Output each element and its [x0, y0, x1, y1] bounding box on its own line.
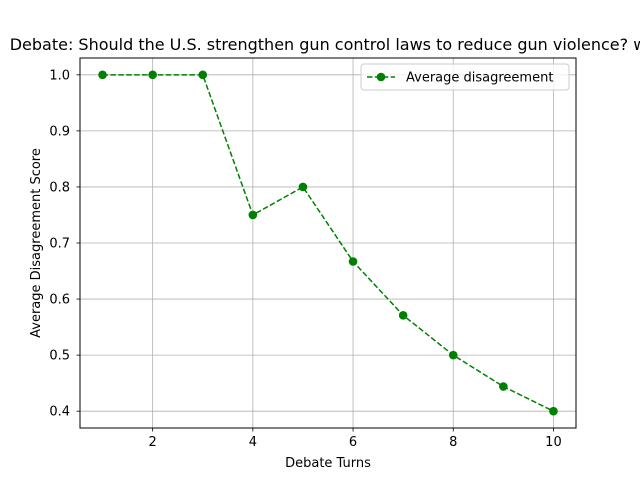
plot-frame	[79, 57, 577, 429]
legend-box	[360, 63, 570, 91]
legend: Average disagreement	[360, 63, 570, 91]
y-tick-label: 0.4	[49, 405, 70, 420]
series-group	[98, 70, 558, 416]
legend-label: Average disagreement	[406, 71, 553, 86]
data-point	[549, 406, 558, 416]
y-tick-label: 0.5	[49, 349, 70, 364]
x-tick-label: 2	[149, 435, 157, 450]
series-line	[102, 74, 554, 412]
data-point	[348, 257, 358, 266]
chart-title: Debate: Should the U.S. strengthen gun c…	[10, 35, 640, 54]
data-point	[98, 70, 107, 80]
x-tick-label: 10	[545, 435, 562, 450]
data-point	[248, 210, 258, 220]
x-tick-label: 6	[349, 435, 357, 450]
data-point	[148, 70, 157, 80]
y-tick-label: 0.9	[49, 124, 70, 139]
data-point	[198, 70, 208, 80]
y-axis-label: Average Disagreement Score	[29, 148, 44, 338]
data-point	[298, 182, 308, 192]
x-axis-ticks: 2 4 6 8 10	[149, 428, 562, 450]
y-axis-ticks: 0.4 0.5 0.6 0.7 0.8 0.9 1.0	[49, 68, 80, 420]
x-tick-label: 8	[449, 435, 457, 450]
data-point	[448, 350, 458, 360]
grid-lines	[80, 58, 576, 428]
data-point	[499, 382, 508, 391]
y-tick-label: 0.8	[49, 180, 70, 195]
x-tick-label: 4	[249, 435, 257, 450]
data-point	[398, 311, 408, 320]
y-tick-label: 1.0	[49, 68, 70, 83]
legend-marker	[376, 72, 386, 82]
y-tick-label: 0.7	[49, 237, 70, 252]
y-tick-label: 0.6	[49, 293, 70, 308]
x-axis-label: Debate Turns	[285, 456, 371, 471]
